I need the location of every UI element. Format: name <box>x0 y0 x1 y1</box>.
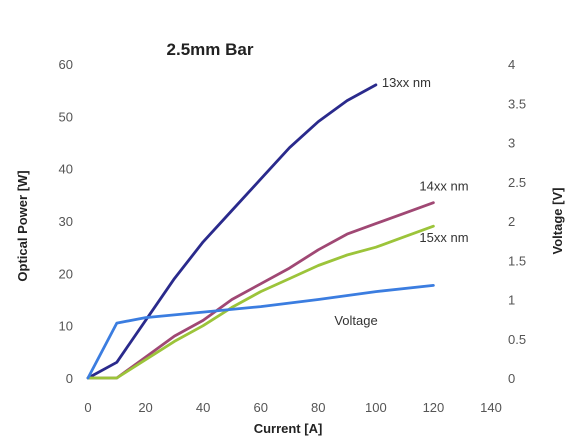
chart-title: 2.5mm Bar <box>167 40 254 59</box>
y2-tick-label: 0 <box>508 371 515 386</box>
y-tick-label: 0 <box>66 371 73 386</box>
series-label-voltage: Voltage <box>334 313 377 328</box>
series-label-15xx-nm: 15xx nm <box>419 230 468 245</box>
x-tick-label: 100 <box>365 400 387 415</box>
y-tick-label: 30 <box>59 214 73 229</box>
series-line-15xx-nm <box>86 224 435 380</box>
y2-tick-label: 1.5 <box>508 253 526 268</box>
y2-tick-label: 3 <box>508 136 515 151</box>
y-tick-label: 10 <box>59 319 73 334</box>
x-tick-label: 120 <box>423 400 445 415</box>
y2-tick-label: 3.5 <box>508 96 526 111</box>
y2-tick-label: 1 <box>508 293 515 308</box>
y2-tick-label: 4 <box>508 57 515 72</box>
y2-axis-label: Voltage [V] <box>550 188 565 255</box>
x-tick-label: 140 <box>480 400 502 415</box>
y-tick-label: 40 <box>59 162 73 177</box>
y-tick-label: 60 <box>59 57 73 72</box>
y2-tick-label: 0.5 <box>508 332 526 347</box>
y2-tick-label: 2.5 <box>508 175 526 190</box>
series-label-14xx-nm: 14xx nm <box>419 179 468 194</box>
series-label-layer: 13xx nm 14xx nm 15xx nm Voltage <box>334 75 468 328</box>
x-axis-label: Current [A] <box>254 421 323 436</box>
x-tick-label: 0 <box>84 400 91 415</box>
x-tick-label: 40 <box>196 400 210 415</box>
y-tick-label: 20 <box>59 266 73 281</box>
series-line-voltage <box>86 283 435 380</box>
y-axis-label: Optical Power [W] <box>15 170 30 281</box>
series-line-14xx-nm <box>86 201 435 380</box>
tick-layer: 0 20 40 60 80 100 120 140 0 10 20 30 40 50 60 0 0.5 1 1.5 2… <box>59 57 527 415</box>
series-layer <box>86 83 435 380</box>
y2-tick-label: 2 <box>508 214 515 229</box>
y-tick-label: 50 <box>59 109 73 124</box>
x-tick-label: 60 <box>253 400 267 415</box>
x-tick-label: 20 <box>138 400 152 415</box>
series-line-13xx-nm <box>86 83 378 380</box>
x-tick-label: 80 <box>311 400 325 415</box>
series-label-13xx-nm: 13xx nm <box>382 75 431 90</box>
